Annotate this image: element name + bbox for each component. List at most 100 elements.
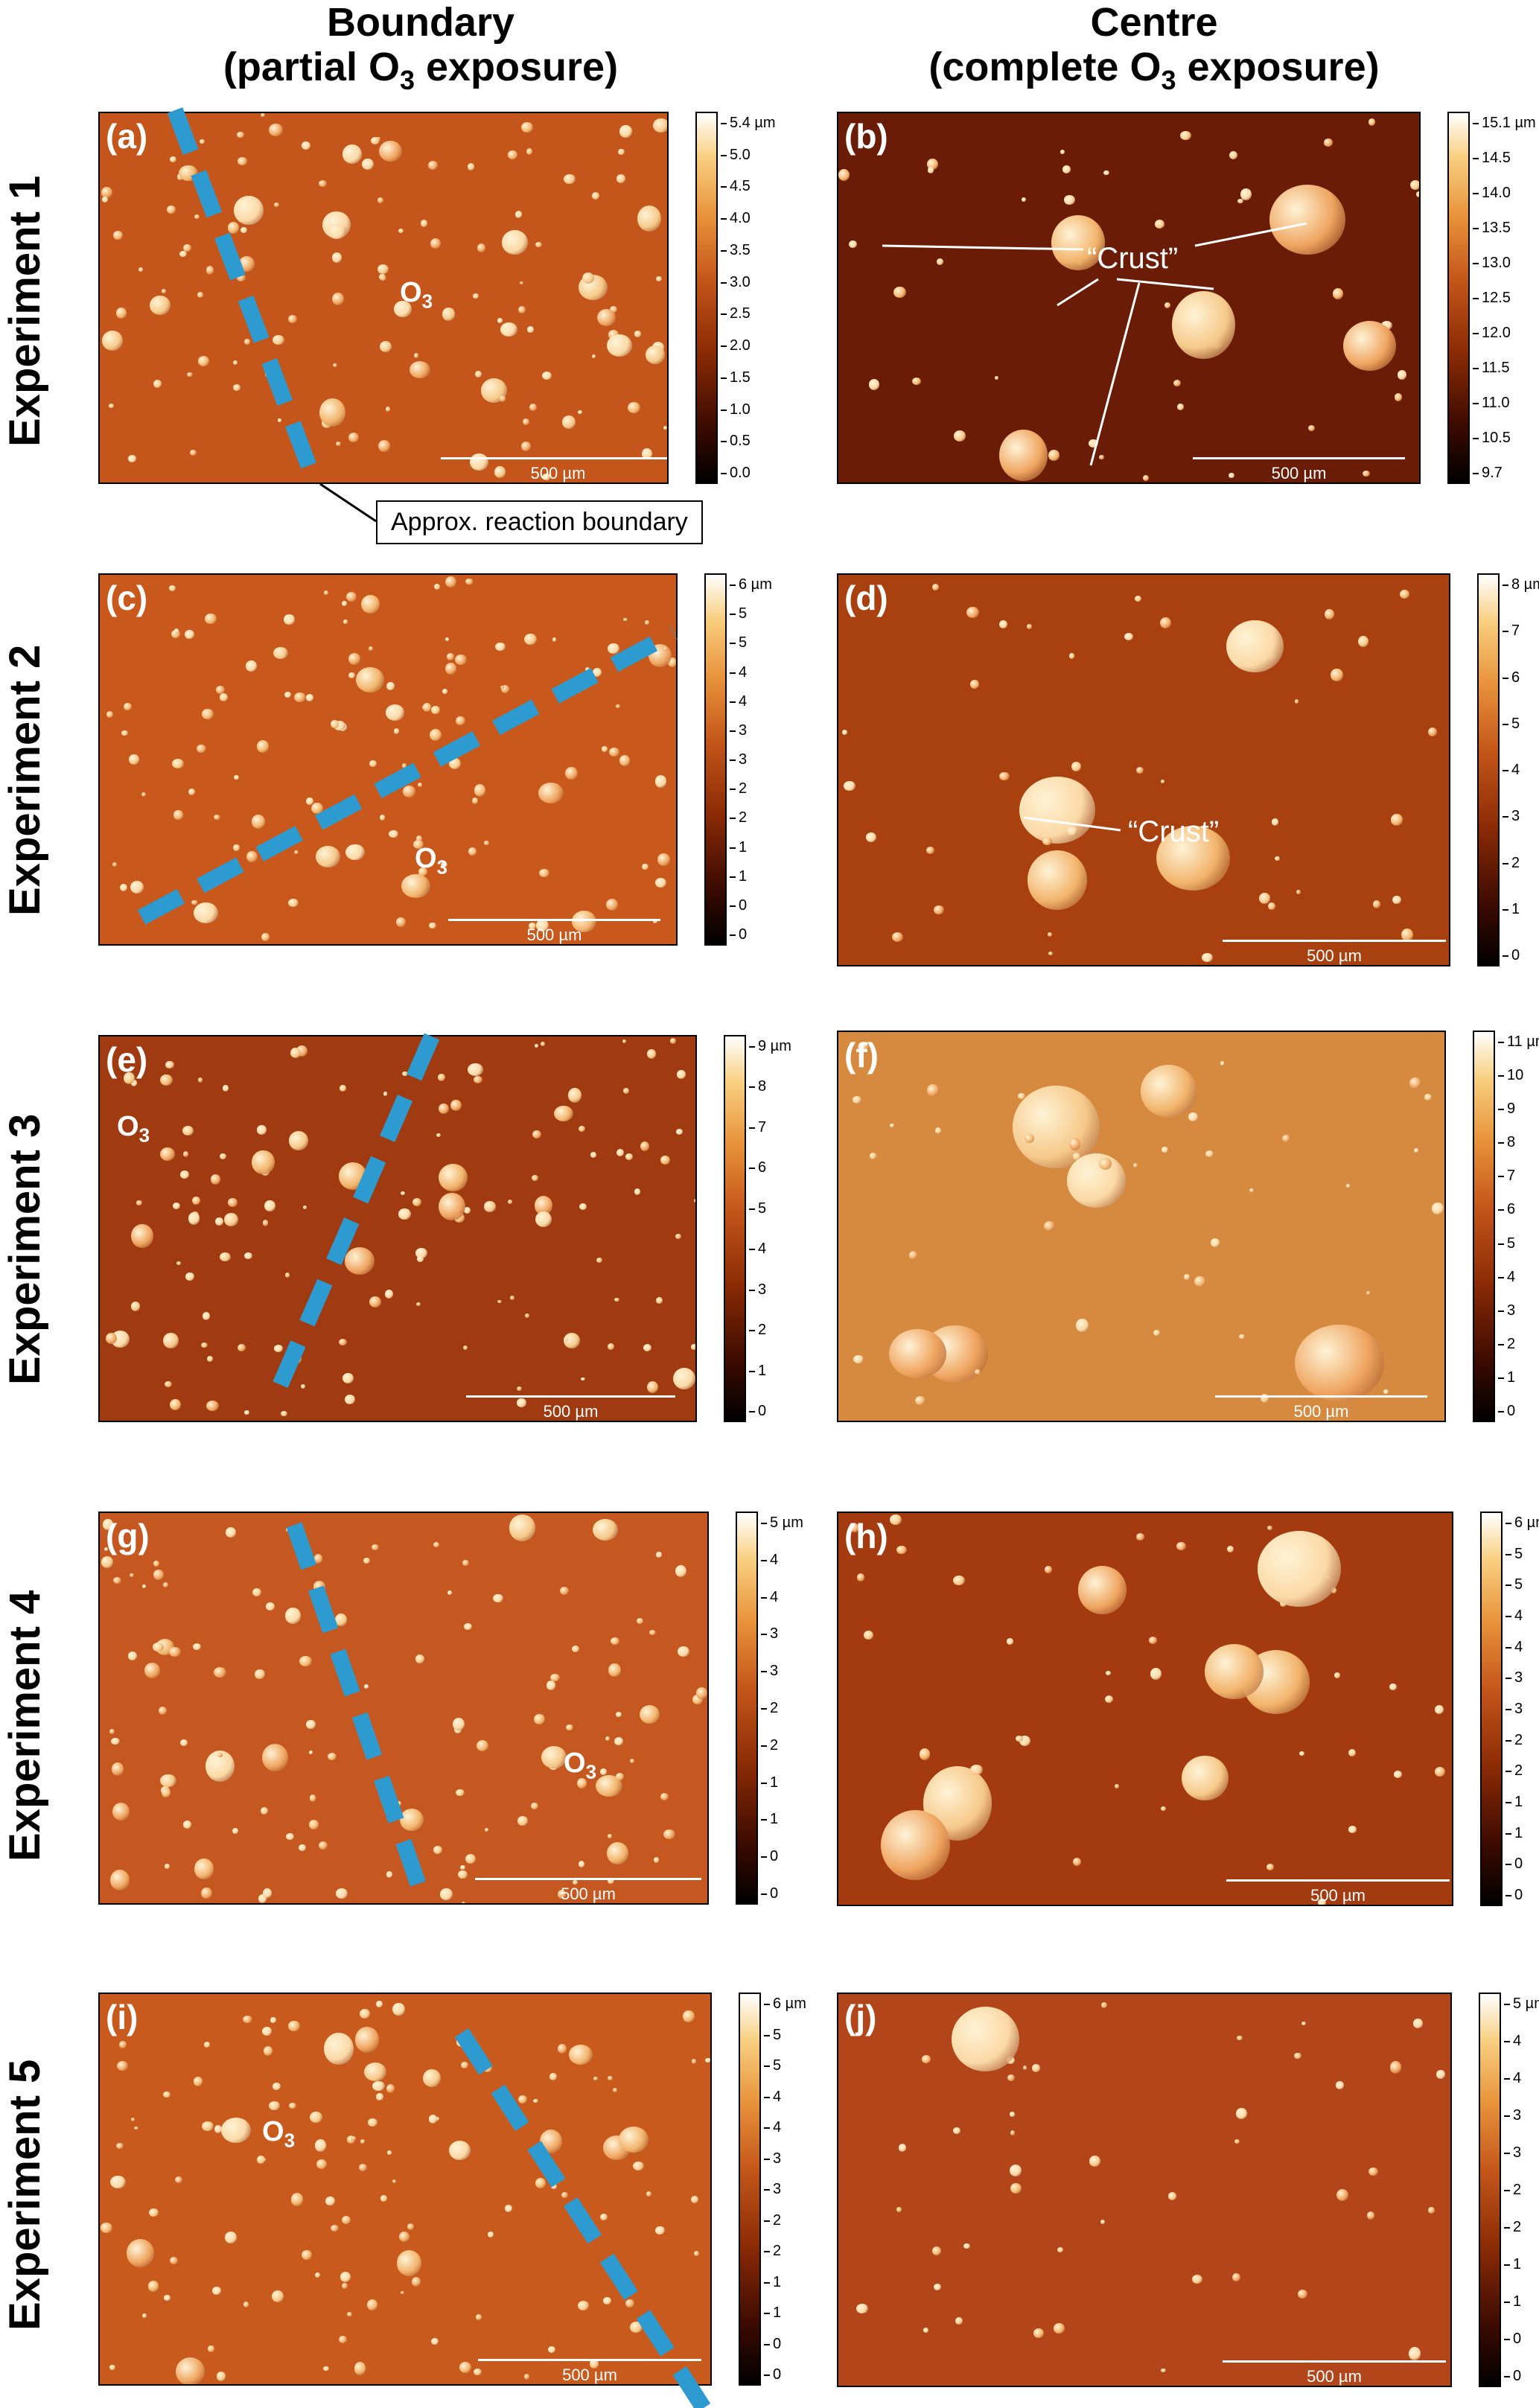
droplet [1299, 1751, 1304, 1756]
colour-bar-tick: 0 [748, 1403, 767, 1419]
droplet [520, 121, 533, 133]
droplet [1089, 2155, 1101, 2167]
droplet [288, 2102, 296, 2109]
droplet [127, 455, 136, 462]
panel-label: (d) [844, 579, 888, 617]
droplet [251, 815, 266, 829]
droplet [1266, 1525, 1272, 1530]
droplet [1368, 118, 1376, 126]
droplet [912, 377, 922, 385]
droplet [1042, 838, 1052, 846]
droplet [398, 229, 404, 234]
droplet [385, 704, 405, 722]
droplet [1232, 2272, 1241, 2282]
droplet [273, 2083, 281, 2090]
droplet [1194, 1275, 1205, 1287]
droplet [1068, 653, 1074, 659]
panel-label: (e) [106, 1040, 148, 1079]
scale-bar-label: 500 µm [561, 1885, 616, 1903]
scale-bar: 500 µm [1226, 1879, 1450, 1905]
droplet [494, 642, 506, 651]
droplet [577, 410, 583, 415]
colour-bar-tick: 3 [729, 751, 748, 768]
droplet [614, 1737, 624, 1746]
droplet [301, 1383, 306, 1389]
droplet [1047, 932, 1053, 937]
droplet [363, 1684, 369, 1689]
droplet [1237, 198, 1243, 204]
colour-bar-tick: 0 [1497, 1403, 1516, 1419]
droplet [1307, 424, 1316, 431]
droplet [244, 1410, 249, 1415]
droplet [227, 222, 239, 235]
droplet [520, 281, 524, 285]
droplet [454, 654, 468, 666]
afm-panel-c: (c) 500 µm O3 [98, 573, 678, 946]
droplet [550, 2183, 558, 2189]
colour-bar-tick: 0 [760, 1848, 779, 1865]
colour-bar-tick: 2 [1505, 1762, 1523, 1780]
droplet [450, 1099, 462, 1112]
droplet [244, 1252, 253, 1260]
droplet [386, 681, 395, 691]
droplet [252, 1150, 275, 1174]
droplet [455, 1789, 465, 1797]
droplet [568, 2045, 593, 2065]
droplet [549, 2072, 557, 2081]
droplet [101, 1555, 114, 1569]
row-label-experiment-1: Experiment 1 [1, 175, 49, 447]
droplet [1211, 1238, 1220, 1248]
droplet [473, 293, 479, 299]
droplet [144, 1663, 160, 1678]
droplet [237, 132, 244, 138]
droplet [289, 1131, 309, 1150]
colour-bar-tick: 2 [729, 780, 748, 797]
droplet [1357, 636, 1368, 648]
droplet [238, 1343, 246, 1351]
colour-bar-tick: 5 µm [761, 1514, 803, 1531]
droplet [609, 747, 620, 757]
droplet [1363, 471, 1371, 477]
column-header-centre-line1: Centre [1090, 0, 1218, 45]
droplet [581, 1377, 585, 1381]
droplet [508, 1199, 513, 1204]
droplet [101, 186, 112, 198]
droplet [394, 300, 412, 317]
droplet [850, 1523, 860, 1533]
droplet [1160, 617, 1172, 629]
droplet [539, 869, 549, 878]
scale-bar-label: 500 µm [1307, 946, 1362, 965]
droplet [625, 1153, 634, 1161]
droplet [270, 2017, 277, 2023]
droplet [858, 1041, 870, 1052]
droplet [1235, 2107, 1247, 2119]
droplet [1180, 130, 1192, 141]
droplet [919, 1748, 931, 1760]
panel-label: (b) [844, 117, 888, 156]
droplet [428, 2115, 438, 2124]
droplet [210, 1174, 221, 1185]
droplet [379, 140, 403, 162]
droplet [318, 179, 327, 187]
droplet [1006, 1638, 1013, 1645]
colour-bar-tick: 2 [1503, 2182, 1522, 2198]
colour-bar-tick: 11 µm [1498, 1033, 1539, 1051]
colour-bar-tick: 8 [748, 1078, 767, 1095]
droplet [311, 803, 323, 815]
droplet [383, 1789, 389, 1795]
droplet [926, 847, 934, 855]
droplet [493, 1593, 504, 1603]
colour-bar-tick: 2 [763, 2243, 782, 2259]
droplet [657, 853, 670, 866]
droplet [371, 137, 380, 145]
droplet [162, 1582, 168, 1587]
colour-bar-tick: 7 [748, 1118, 767, 1135]
droplet [705, 2057, 710, 2063]
ozone-text: O [262, 2116, 284, 2147]
droplet [197, 744, 206, 754]
droplet [204, 613, 217, 624]
droplet [188, 788, 195, 795]
droplet [130, 1080, 138, 1087]
droplet [331, 292, 345, 306]
droplet [888, 1328, 947, 1379]
